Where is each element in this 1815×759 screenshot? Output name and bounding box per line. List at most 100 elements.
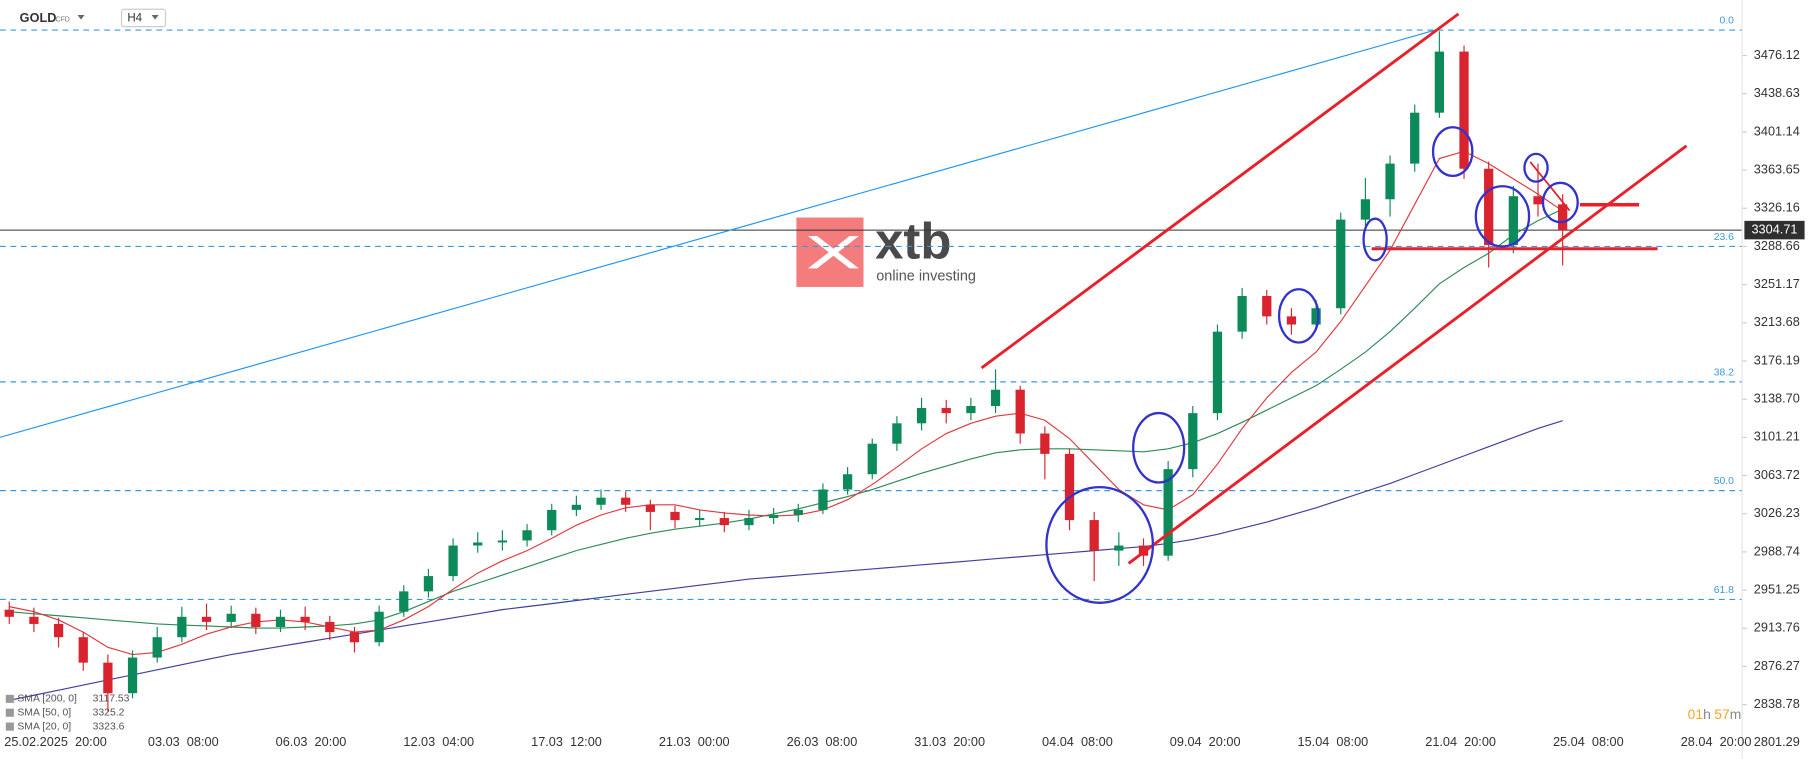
y-tick-label: 2913.76 [1754, 620, 1800, 635]
candle-body [571, 504, 582, 510]
channel-lower [1127, 144, 1688, 565]
x-tick-label: 09.04 20:00 [1170, 734, 1241, 749]
logo-tagline: online investing [876, 268, 976, 284]
x-tick-label: 06.03 20:00 [276, 734, 347, 749]
candle-body [53, 623, 64, 638]
candle-body [645, 504, 655, 512]
countdown-minutes: 57 [1714, 706, 1730, 722]
legend-value: 3117.53 [93, 694, 130, 705]
candle-body [818, 489, 828, 510]
candle-body [374, 611, 384, 643]
legend-icon [5, 722, 14, 731]
sma-line [9, 208, 1563, 629]
symbol: GOLD [20, 10, 57, 25]
candle-body [1484, 168, 1494, 246]
y-tick-label: 3063.72 [1754, 467, 1800, 482]
candle-body [695, 518, 705, 521]
countdown-hours-unit: h [1703, 706, 1711, 722]
x-tick-label: 25.04 08:00 [1553, 734, 1624, 749]
highlight-circle [1132, 411, 1186, 484]
y-tick-label: 3476.12 [1754, 47, 1800, 62]
candle-body [300, 616, 310, 622]
sma-line [9, 420, 1563, 701]
y-tick-label: 3101.21 [1754, 429, 1800, 444]
interval-box[interactable] [120, 8, 167, 28]
channel-upper [980, 12, 1460, 370]
candle-body [497, 540, 508, 543]
dropdown-arrow[interactable] [77, 15, 85, 20]
y-tick-label: 3288.66 [1754, 238, 1800, 253]
countdown: 01h 57m [1688, 706, 1742, 722]
candle-body [1434, 51, 1445, 113]
candle-body [201, 616, 212, 622]
candle-body [251, 613, 261, 628]
y-tick-label: 3026.23 [1754, 505, 1800, 520]
logo-x [807, 236, 859, 269]
candle-body [152, 637, 162, 658]
x-tick-label: 21.03 00:00 [659, 734, 730, 749]
y-tick-label: 3363.65 [1754, 161, 1800, 176]
x-tick-label: 17.03 12:00 [531, 734, 602, 749]
x-tick-label: 28.04 20:00 [1681, 734, 1752, 749]
highlight-circle [1277, 288, 1320, 344]
dropdown-arrow[interactable] [151, 15, 159, 20]
candle-body [990, 389, 1001, 406]
fib-level-label: 61.8 [1714, 585, 1734, 596]
candle-body [1262, 296, 1272, 317]
highlight-circle [1362, 217, 1388, 262]
y-tick-label: 2876.27 [1754, 658, 1800, 673]
x-tick-label: 04.04 08:00 [1042, 734, 1113, 749]
candle-body [1336, 219, 1346, 309]
y-tick-label: 3251.17 [1754, 276, 1800, 291]
y-tick-label: 3438.63 [1754, 85, 1800, 100]
candle-body [127, 657, 138, 694]
candle-body [769, 514, 779, 519]
candle-body [621, 497, 631, 505]
countdown-minutes-unit: m [1730, 706, 1742, 722]
candle-body [473, 542, 483, 546]
candle-body [793, 509, 803, 515]
y-tick-label: 2838.78 [1754, 696, 1800, 711]
candle-body [1114, 545, 1124, 551]
x-tick-label: 26.03 08:00 [787, 734, 858, 749]
candle-body [325, 621, 335, 633]
current-price-box [1744, 220, 1805, 240]
highlight-circle [1045, 485, 1155, 604]
legend-name: SMA [20, 0] [17, 721, 71, 732]
candle-body [1040, 433, 1050, 454]
legend-icon [5, 708, 14, 717]
y-tick-label: 3401.14 [1754, 123, 1800, 138]
current-price-label: 3304.71 [1751, 221, 1797, 236]
candle-body [522, 530, 532, 541]
candle-body [1188, 413, 1198, 470]
y-tick-label: 3326.16 [1754, 200, 1800, 215]
candle-body [1385, 163, 1395, 200]
candle-body [1459, 51, 1469, 169]
highlight-circle [1431, 126, 1474, 178]
candle-body [78, 637, 88, 663]
candle-body [1508, 196, 1518, 246]
y-tick-label: 3213.68 [1754, 314, 1800, 329]
candle-body [941, 408, 951, 414]
candle-body [1410, 112, 1420, 164]
y-tick-label: 2951.25 [1754, 581, 1800, 596]
candle-body [1286, 316, 1297, 325]
logo: xtb online investing [796, 213, 976, 287]
highlight-circle [1523, 152, 1549, 183]
candle-body [1064, 453, 1075, 521]
candle-body [1015, 389, 1025, 434]
legend-value: 3323.6 [93, 721, 125, 732]
fib-level-label: 0.0 [1720, 16, 1735, 27]
y-tick-label: 2801.29 [1754, 734, 1800, 749]
candle-body [596, 497, 606, 505]
candle-body [1558, 204, 1568, 231]
candle-body [423, 576, 434, 592]
y-tick-label: 3176.19 [1754, 352, 1800, 367]
candle-body [966, 405, 976, 414]
candle-body [275, 616, 286, 628]
candle-body [1212, 331, 1223, 414]
candle-body [29, 616, 39, 624]
fib-level-label: 50.0 [1714, 476, 1734, 487]
candle-body [547, 509, 557, 531]
symbol-type: CFD [56, 16, 70, 23]
